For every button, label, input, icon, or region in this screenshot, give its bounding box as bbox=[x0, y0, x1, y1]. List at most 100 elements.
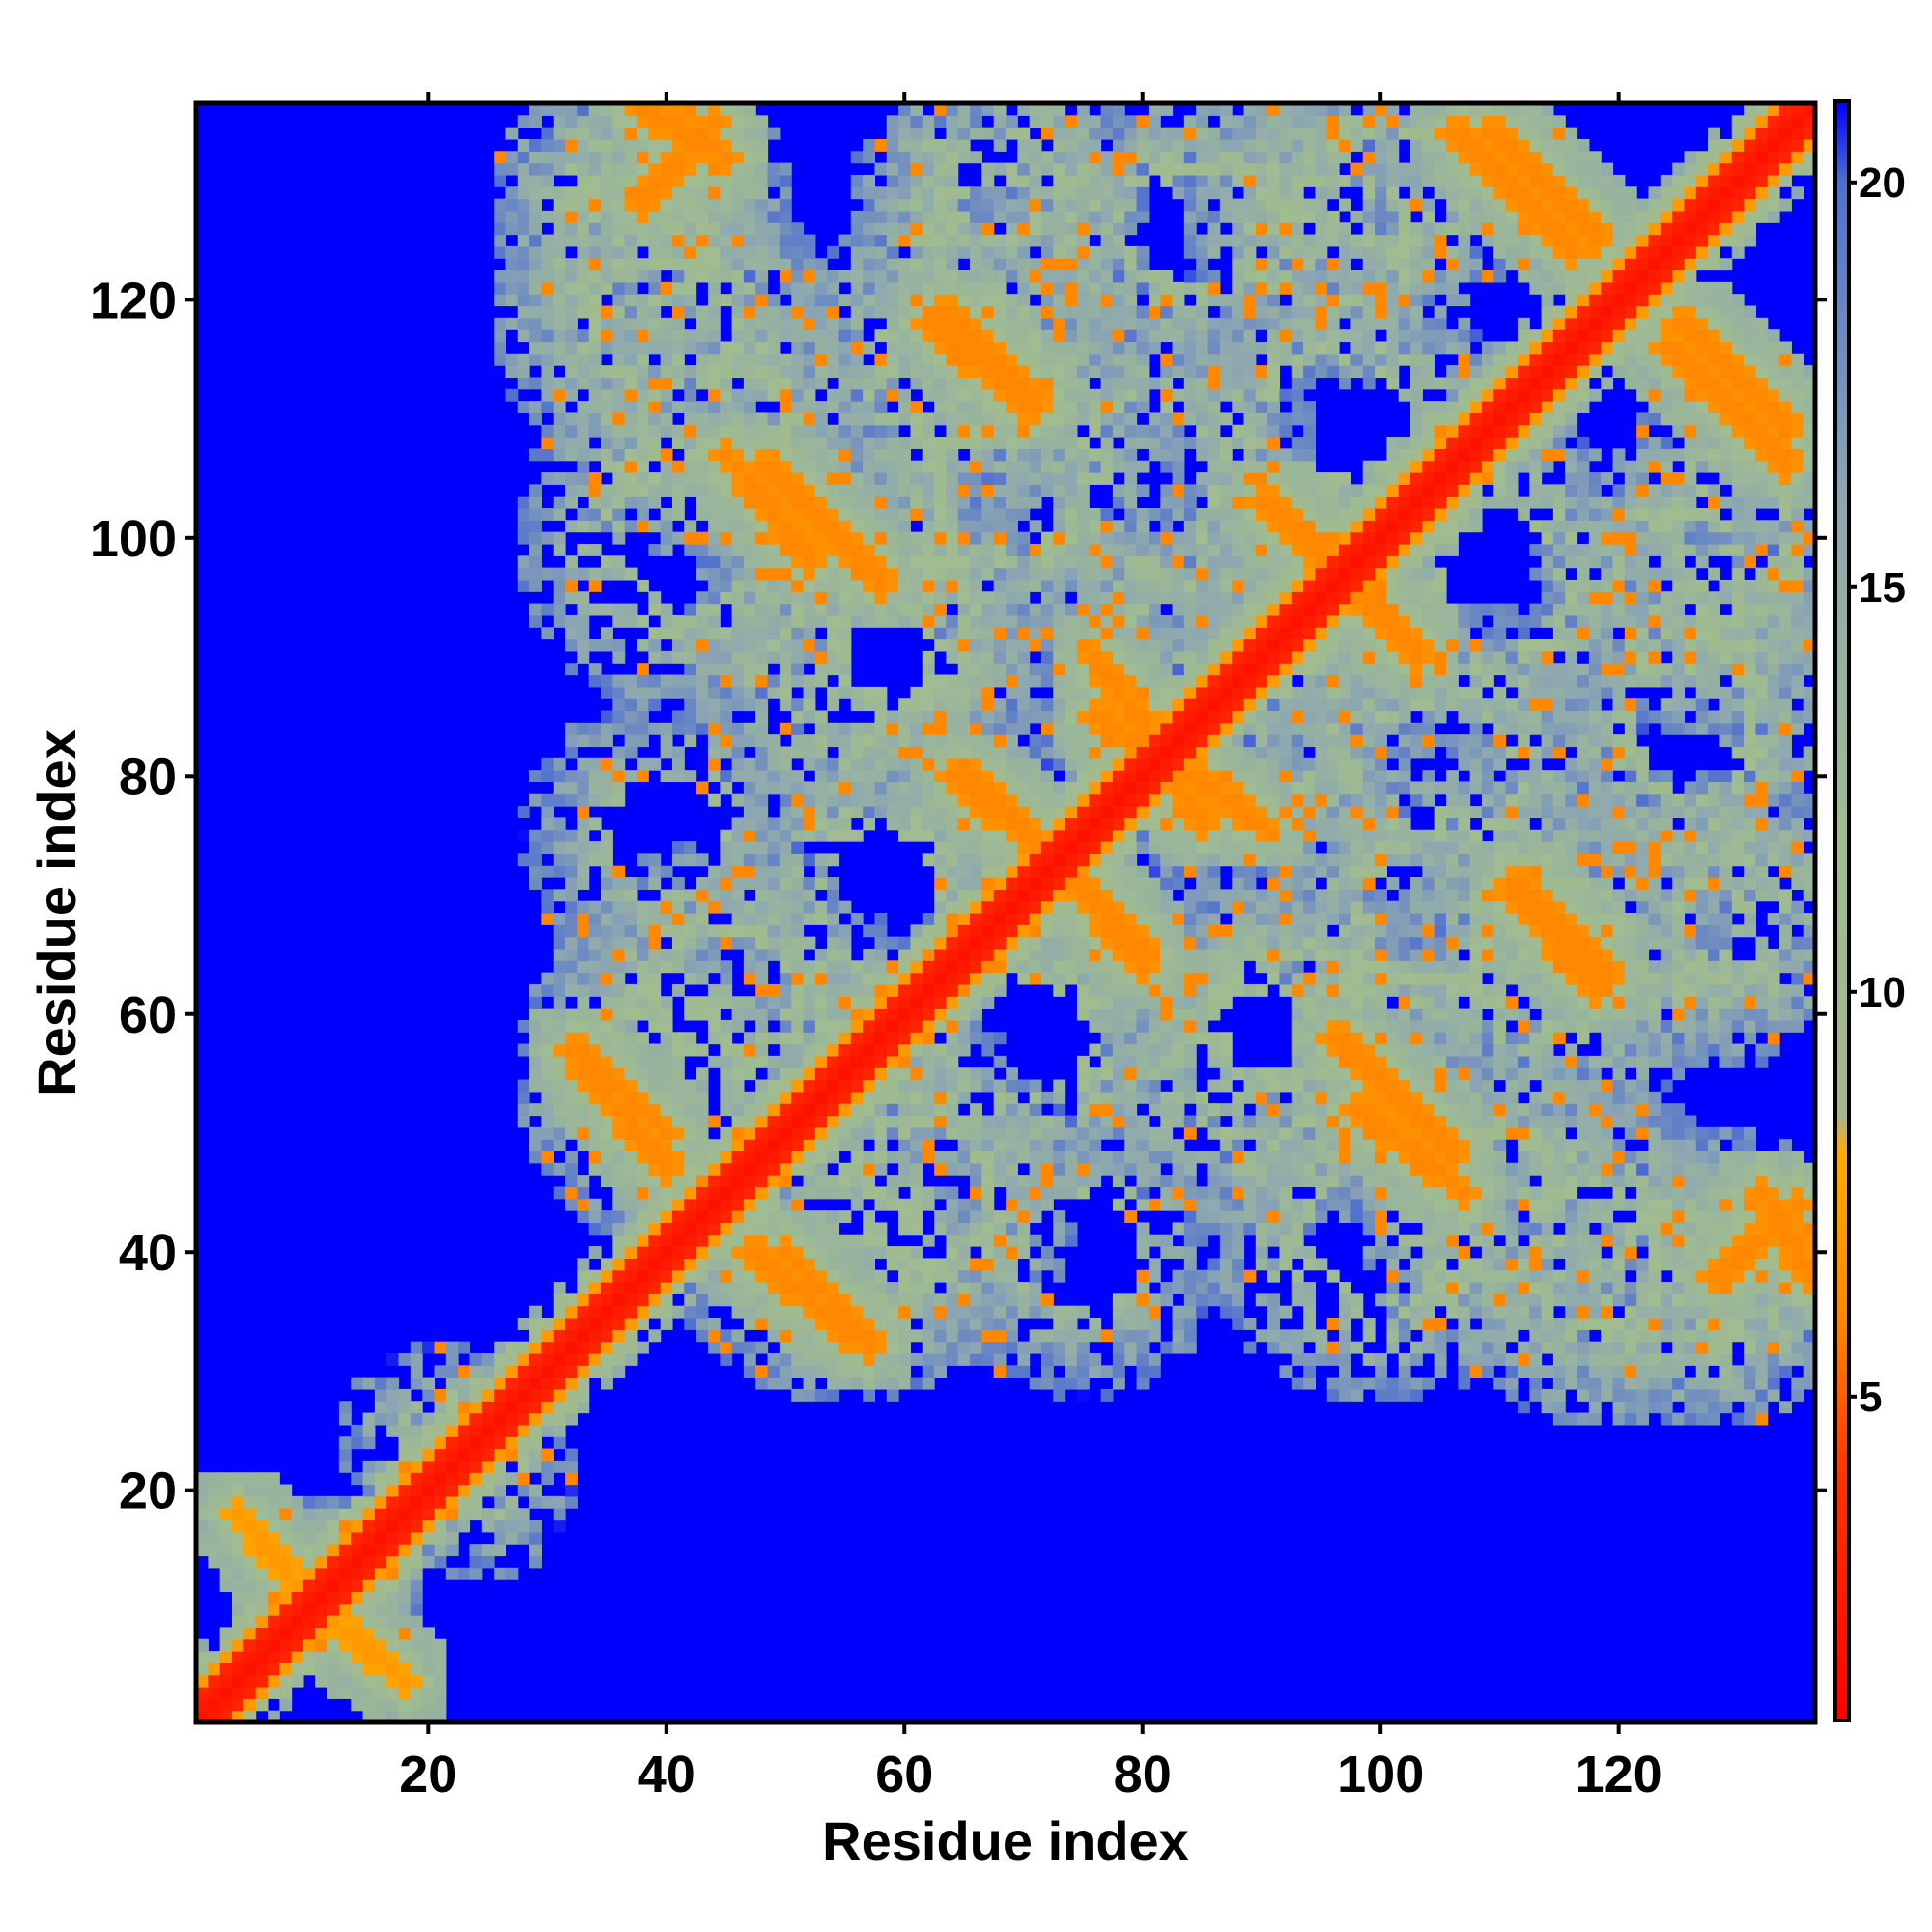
heatmap-cell bbox=[934, 972, 947, 985]
heatmap-cell bbox=[1565, 1329, 1578, 1343]
heatmap-cell bbox=[386, 1544, 400, 1557]
heatmap-cell bbox=[1326, 1115, 1340, 1128]
heatmap-cell bbox=[1006, 1318, 1018, 1330]
heatmap-cell bbox=[827, 1079, 840, 1093]
heatmap-cell bbox=[315, 1555, 328, 1569]
heatmap-cell bbox=[1767, 1246, 1780, 1259]
heatmap-cell bbox=[1565, 1019, 1578, 1033]
heatmap-cell bbox=[1326, 1175, 1340, 1188]
heatmap-cell bbox=[624, 1293, 638, 1307]
heatmap-cell bbox=[1517, 1258, 1530, 1271]
heatmap-cell bbox=[743, 1222, 756, 1236]
heatmap-cell bbox=[577, 1341, 590, 1354]
heatmap-cell bbox=[850, 960, 864, 974]
heatmap-cell bbox=[1552, 1210, 1566, 1224]
heatmap-cell bbox=[803, 853, 816, 867]
heatmap-cell bbox=[981, 1269, 995, 1283]
heatmap-cell bbox=[1791, 877, 1804, 890]
heatmap-cell bbox=[243, 1544, 257, 1557]
heatmap-cell bbox=[1434, 936, 1447, 950]
heatmap-cell bbox=[1339, 1008, 1351, 1021]
heatmap-cell bbox=[1112, 1079, 1125, 1093]
heatmap-cell bbox=[1350, 1388, 1364, 1402]
heatmap-cell bbox=[827, 877, 840, 890]
heatmap-cell bbox=[1624, 1175, 1637, 1188]
heatmap-cell bbox=[874, 1341, 888, 1354]
heatmap-cell bbox=[1660, 1401, 1673, 1414]
heatmap-cell bbox=[219, 1555, 233, 1569]
heatmap-cell bbox=[1469, 913, 1483, 925]
heatmap-cell bbox=[1255, 1246, 1268, 1259]
heatmap-cell bbox=[1398, 889, 1411, 902]
heatmap-cell bbox=[874, 1055, 888, 1068]
heatmap-cell bbox=[1136, 1341, 1150, 1354]
heatmap-cell bbox=[1458, 1032, 1471, 1045]
heatmap-cell bbox=[636, 948, 649, 961]
heatmap-cell bbox=[636, 1079, 649, 1093]
heatmap-cell bbox=[1422, 877, 1435, 890]
heatmap-cell bbox=[922, 1008, 935, 1021]
heatmap-cell bbox=[291, 1531, 304, 1545]
heatmap-cell bbox=[1624, 1341, 1637, 1354]
heatmap-cell bbox=[684, 1210, 697, 1224]
heatmap-cell bbox=[529, 1365, 542, 1378]
heatmap-cell bbox=[1339, 877, 1351, 890]
heatmap-cell bbox=[577, 960, 590, 974]
heatmap-cell bbox=[1458, 1222, 1471, 1236]
heatmap-cell bbox=[1719, 1008, 1733, 1021]
heatmap-cell bbox=[791, 1079, 805, 1093]
heatmap-cell bbox=[1541, 1305, 1554, 1319]
heatmap-cell bbox=[814, 1258, 828, 1271]
heatmap-cell bbox=[1624, 996, 1637, 1009]
heatmap-cell bbox=[1029, 865, 1042, 878]
heatmap-cell bbox=[1529, 948, 1543, 961]
heatmap-cell bbox=[696, 1126, 709, 1140]
heatmap-cell bbox=[1505, 1175, 1519, 1188]
heatmap-cell bbox=[814, 948, 828, 961]
heatmap-cell bbox=[886, 1329, 899, 1343]
heatmap-cell bbox=[553, 841, 566, 854]
heatmap-cell bbox=[838, 1293, 852, 1307]
heatmap-cell bbox=[481, 1484, 495, 1497]
heatmap-cell bbox=[910, 1186, 923, 1200]
heatmap-cell bbox=[1552, 817, 1566, 831]
heatmap-cell bbox=[624, 1151, 638, 1164]
heatmap-cell bbox=[1744, 841, 1756, 854]
heatmap-cell bbox=[767, 1258, 781, 1271]
heatmap-cell bbox=[1779, 1401, 1792, 1414]
heatmap-cell bbox=[946, 1198, 959, 1211]
heatmap-cell bbox=[553, 1318, 566, 1330]
heatmap-cell bbox=[1529, 1115, 1543, 1128]
heatmap-cell bbox=[1339, 972, 1351, 985]
heatmap-cell bbox=[1255, 1079, 1268, 1093]
heatmap-cell bbox=[1243, 900, 1257, 914]
heatmap-cell bbox=[743, 865, 756, 878]
heatmap-cell bbox=[612, 1115, 626, 1128]
heatmap-cell bbox=[565, 1067, 578, 1081]
heatmap-cell bbox=[850, 1055, 864, 1068]
heatmap-cell bbox=[922, 1091, 935, 1104]
heatmap-cell bbox=[779, 1151, 792, 1164]
heatmap-cell bbox=[1505, 877, 1519, 890]
heatmap-cell bbox=[791, 948, 805, 961]
heatmap-cell bbox=[779, 1246, 792, 1259]
heatmap-cell bbox=[1124, 996, 1138, 1009]
heatmap-cell bbox=[874, 924, 888, 938]
heatmap-cell bbox=[494, 1401, 507, 1414]
heatmap-cell bbox=[315, 1508, 328, 1521]
heatmap-cell bbox=[517, 1424, 530, 1437]
heatmap-cell bbox=[1636, 948, 1650, 961]
heatmap-cell bbox=[1183, 1198, 1197, 1211]
heatmap-cell bbox=[1612, 1043, 1626, 1057]
heatmap-cell bbox=[636, 1305, 649, 1319]
heatmap-cell bbox=[707, 1329, 721, 1343]
heatmap-cell bbox=[1755, 1258, 1769, 1271]
heatmap-cell bbox=[1006, 1341, 1018, 1354]
heatmap-cell bbox=[1660, 1377, 1673, 1390]
heatmap-cell bbox=[1505, 1293, 1519, 1307]
heatmap-cell bbox=[1565, 889, 1578, 902]
heatmap-cell bbox=[1672, 972, 1686, 985]
heatmap-cell bbox=[636, 1139, 649, 1152]
heatmap-cell bbox=[219, 1495, 233, 1509]
heatmap-cell bbox=[1469, 1258, 1483, 1271]
